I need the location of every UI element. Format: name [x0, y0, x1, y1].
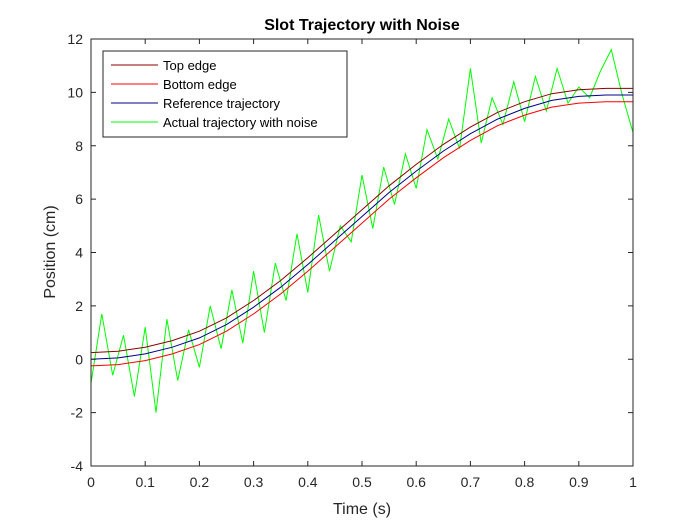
- series-line-2: [90, 101, 633, 367]
- legend: Top edge Bottom edge Reference trajectory A…: [102, 50, 348, 138]
- y-tick-label: 6: [75, 191, 83, 207]
- x-tick-label: 0.2: [190, 474, 210, 490]
- x-tick-label: 0.9: [569, 474, 589, 490]
- series-line-1: [90, 87, 633, 354]
- x-tick-label: 0.1: [135, 474, 155, 490]
- legend-entry: Top edge: [163, 58, 217, 73]
- y-axis-label: Position (cm): [42, 205, 59, 298]
- x-tick-label: 0: [87, 474, 95, 490]
- x-tick-label: 0.6: [406, 474, 426, 490]
- y-tick-label: 4: [75, 245, 83, 261]
- series-line-3: [90, 94, 633, 360]
- y-tick-label: -4: [71, 458, 84, 474]
- y-tick-label: 10: [67, 84, 83, 100]
- legend-entry: Bottom edge: [163, 77, 237, 92]
- series-line-4: [90, 48, 634, 413]
- x-tick-label: 1: [629, 474, 637, 490]
- x-tick-label: 0.5: [352, 474, 372, 490]
- y-tick-label: 2: [75, 298, 83, 314]
- legend-entry: Actual trajectory with noise: [163, 115, 318, 130]
- y-tick-label: 0: [75, 351, 83, 367]
- x-tick-label: 0.3: [244, 474, 264, 490]
- x-tick-label: 0.8: [515, 474, 535, 490]
- y-tick-label: 8: [75, 138, 83, 154]
- x-tick-label: 0.7: [461, 474, 481, 490]
- x-axis-label: Time (s): [333, 501, 391, 518]
- y-tick-label: 12: [67, 31, 83, 47]
- y-tick-label: -2: [71, 405, 84, 421]
- x-tick-label: 0.4: [298, 474, 318, 490]
- chart-title: Slot Trajectory with Noise: [264, 17, 460, 34]
- legend-entry: Reference trajectory: [163, 96, 281, 111]
